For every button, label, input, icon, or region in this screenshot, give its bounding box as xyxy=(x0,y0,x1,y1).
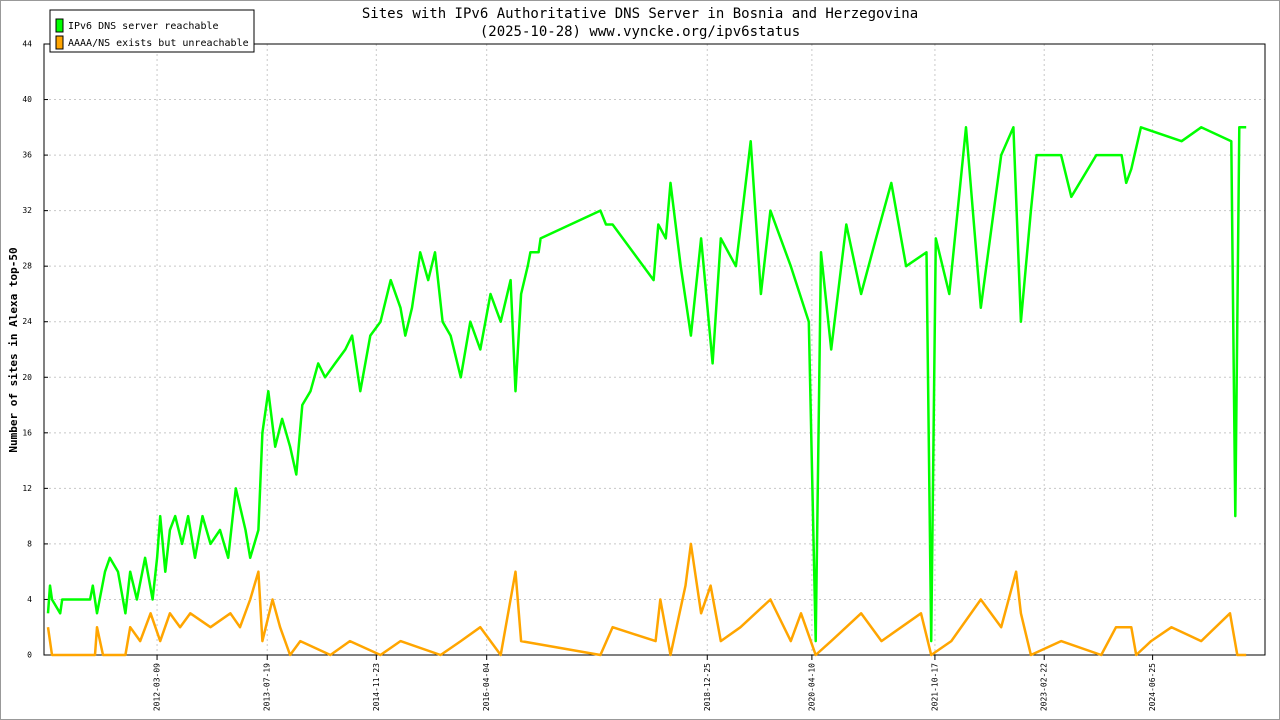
y-tick-label: 32 xyxy=(22,206,32,215)
chart-subtitle: (2025-10-28) www.vyncke.org/ipv6status xyxy=(480,24,800,40)
y-tick-label: 16 xyxy=(22,428,32,437)
legend-swatch xyxy=(55,35,64,50)
y-tick-label: 4 xyxy=(27,595,32,604)
y-tick-label: 24 xyxy=(22,317,32,326)
x-tick-label: 2021-10-17 xyxy=(930,663,939,711)
x-tick-label: 2016-04-04 xyxy=(482,663,491,711)
x-tick-label: 2020-04-10 xyxy=(807,663,816,711)
y-tick-label: 36 xyxy=(22,151,32,160)
legend-label: AAAA/NS exists but unreachable xyxy=(68,38,249,49)
y-tick-label: 0 xyxy=(27,651,32,660)
chart-title: Sites with IPv6 Authoritative DNS Server… xyxy=(362,6,918,22)
y-tick-label: 40 xyxy=(22,95,32,104)
legend-swatch xyxy=(55,18,64,33)
x-tick-label: 2014-11-23 xyxy=(372,663,381,711)
legend-box xyxy=(49,9,255,53)
y-tick-label: 20 xyxy=(22,373,32,382)
plot-frame xyxy=(43,43,1266,656)
legend: IPv6 DNS server reachable AAAA/NS exists … xyxy=(49,9,255,53)
legend-label: IPv6 DNS server reachable xyxy=(68,21,219,32)
y-tick-label: 12 xyxy=(22,484,32,493)
y-tick-label: 44 xyxy=(22,40,32,49)
x-tick-label: 2024-06-25 xyxy=(1148,663,1157,711)
y-axis-label: Number of sites in Alexa top-50 xyxy=(7,247,20,452)
x-tick-label: 2013-07-19 xyxy=(263,663,272,711)
series-line xyxy=(46,542,1247,657)
y-tick-label: 28 xyxy=(22,262,32,271)
series-line xyxy=(46,126,1247,643)
x-tick-label: 2012-03-09 xyxy=(153,663,162,711)
x-tick-label: 2018-12-25 xyxy=(703,663,712,711)
x-tick-label: 2023-02-22 xyxy=(1040,663,1049,711)
y-tick-label: 8 xyxy=(27,539,32,548)
